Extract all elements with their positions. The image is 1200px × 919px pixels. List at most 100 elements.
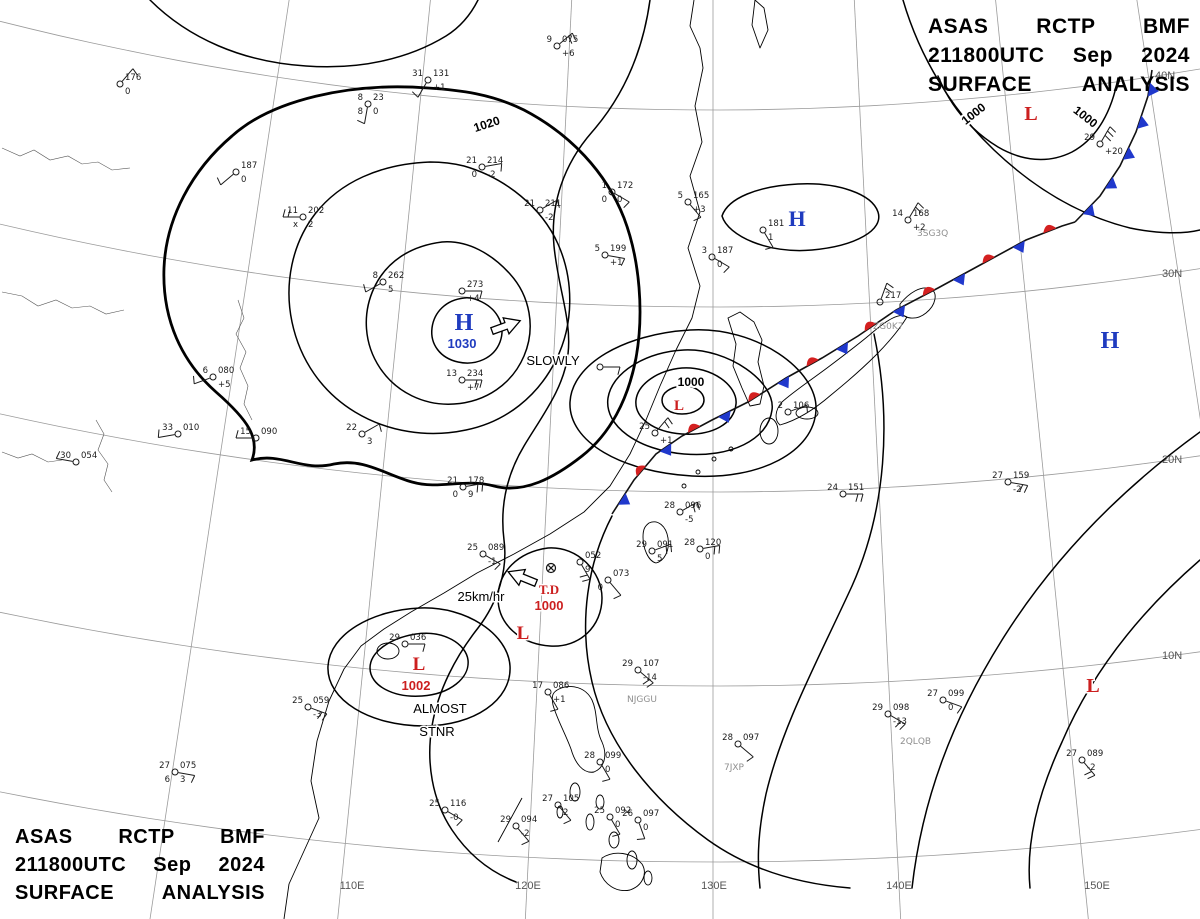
pressure-center-low: L — [1023, 102, 1039, 127]
coastline — [283, 0, 704, 919]
pressure-center-symbol: H — [788, 206, 805, 231]
station-value: 9 — [585, 565, 590, 575]
station-plot: 29 107 -14 — [622, 659, 659, 688]
station-value: 5 — [595, 244, 600, 254]
station-value: 3 — [702, 246, 707, 256]
station-circle — [358, 430, 366, 438]
station-value: 27 — [992, 471, 1003, 481]
td-movement-arrow — [506, 568, 539, 588]
station-value: 211 — [545, 199, 561, 209]
coastline — [727, 311, 765, 407]
longitude-line — [995, 0, 1089, 919]
pressure-center-symbol: H — [1101, 328, 1120, 354]
island — [595, 794, 605, 810]
station-value: 22 — [346, 423, 357, 433]
isobar — [635, 367, 737, 435]
wind-barb — [603, 366, 621, 375]
station-plot: 217 — [876, 282, 901, 306]
station-value: 9 — [468, 490, 473, 500]
station-value: 25 — [429, 799, 440, 809]
td-marker-circle — [545, 562, 557, 574]
station-circle — [634, 666, 642, 674]
station-value: 21 — [447, 476, 458, 486]
station-circle — [648, 547, 656, 555]
wind-barb — [193, 375, 210, 385]
station-value: 5 — [388, 285, 393, 295]
station-value: 15 — [240, 427, 251, 437]
wind-barb — [235, 430, 253, 439]
station-circle — [424, 76, 432, 84]
station-value: -5 — [685, 515, 693, 525]
station-plot: 29 098 -13 — [872, 703, 909, 731]
station-value: 11 — [287, 206, 298, 216]
chart-type: SURFACE ANALYSIS — [15, 882, 265, 904]
station-value: 172 — [617, 181, 633, 191]
station-value: 120 — [705, 538, 721, 548]
warm-front-semicircle — [1043, 224, 1057, 234]
station-plot: 1 172 0 0 — [602, 181, 633, 209]
station-value: -2 — [1087, 763, 1095, 773]
coastline — [899, 287, 936, 319]
station-plot: 25 089 -1 — [467, 543, 504, 571]
station-value: 3 — [367, 437, 372, 447]
wind-barb — [655, 543, 672, 554]
station-value: 097 — [643, 809, 659, 819]
wind-barb — [1083, 762, 1096, 780]
station-circle — [232, 168, 240, 176]
station-plot: 13 234 +7 — [446, 369, 483, 393]
island — [569, 782, 581, 802]
longitude-line — [149, 0, 290, 919]
station-value: 107 — [643, 659, 659, 669]
latitude-line — [0, 611, 1200, 687]
station-value: 0 — [643, 823, 648, 833]
wind-barb — [946, 700, 963, 714]
wind-barb — [689, 204, 702, 222]
station-circle — [839, 490, 847, 498]
pressure-center-low: L — [1085, 674, 1101, 699]
wind-barb — [311, 707, 328, 721]
station-plot: 29 094 -2 — [500, 815, 537, 846]
station-plot: 22 3 — [346, 423, 382, 447]
station-value: 28 — [722, 733, 733, 743]
latitude-label: 30N — [1162, 268, 1182, 280]
wind-barb — [485, 555, 501, 571]
station-plot: 28 099 0 — [584, 751, 621, 782]
station-value: 8 — [358, 107, 363, 117]
title-block-bottom-left: ASAS RCTP BMF 211800UTC Sep 2024 SURFACE… — [15, 823, 265, 907]
station-value: x — [293, 220, 298, 230]
station-value: 0 — [602, 195, 607, 205]
cold-front-triangle — [1147, 82, 1159, 97]
station-value: 2 — [778, 401, 783, 411]
title-block-top-right: ASAS RCTP BMF 211800UTC Sep 2024 SURFACE… — [928, 12, 1190, 99]
station-circle — [252, 434, 260, 442]
station-value: 202 — [308, 206, 324, 216]
wind-barb — [363, 283, 381, 293]
station-circle — [478, 163, 486, 171]
isobar — [369, 632, 469, 697]
station-value: 5 — [678, 191, 683, 201]
pressure-center-high: H — [1099, 327, 1121, 356]
station-value: 1 — [602, 181, 607, 191]
td-marker-cross — [547, 564, 555, 572]
station-value: 2 — [563, 808, 568, 818]
river — [1, 147, 131, 171]
isobar-label: 1000 — [1071, 103, 1101, 131]
wind-barb — [846, 493, 864, 502]
wind-barb — [357, 107, 368, 125]
isobar — [429, 0, 651, 883]
longitude-line — [853, 0, 902, 919]
station-circle — [576, 558, 584, 566]
station-value: 30 — [60, 451, 71, 461]
station-value: 080 — [218, 366, 234, 376]
station-circle — [554, 801, 562, 809]
coastline — [551, 686, 606, 773]
latitude-line — [0, 413, 1200, 493]
station-plot: 6 080 +5 — [193, 366, 234, 390]
station-plot: 21 211 -2 — [524, 199, 561, 223]
island — [681, 483, 687, 489]
station-value: 178 — [468, 476, 484, 486]
wind-barb — [791, 404, 808, 414]
wind-barb — [447, 811, 463, 827]
